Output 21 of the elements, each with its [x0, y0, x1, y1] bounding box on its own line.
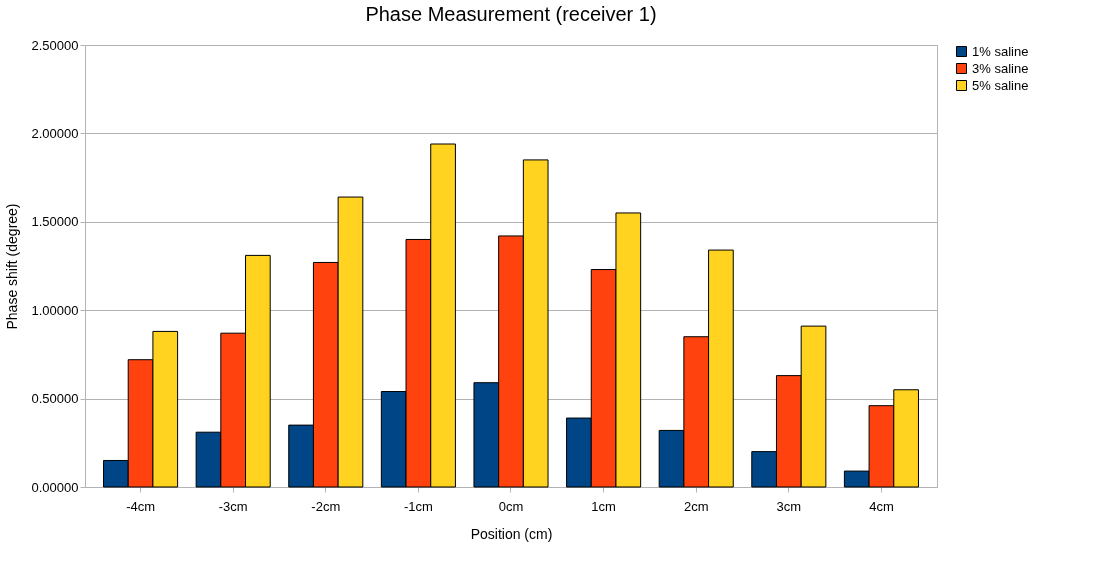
x-tick-label: -3cm — [218, 498, 248, 514]
y-tick-label: 1.00000 — [31, 302, 79, 318]
y-tick-label: 2.00000 — [31, 125, 79, 141]
x-tick-label: 2cm — [683, 498, 709, 514]
x-tick-label: -1cm — [403, 498, 433, 514]
y-tick-label: 2.50000 — [31, 37, 79, 53]
y-tick-label: 0.00000 — [31, 479, 79, 495]
y-axis-title: Phase shift (degree) — [3, 203, 20, 330]
legend-label: 5% saline — [972, 77, 1029, 93]
x-tick-label: -2cm — [311, 498, 341, 514]
x-axis-title: Position (cm) — [470, 525, 553, 542]
x-tick-label: -4cm — [126, 498, 156, 514]
x-tick-label: 1cm — [591, 498, 616, 514]
x-tick-label: 0cm — [498, 498, 524, 514]
legend-label: 1% saline — [972, 43, 1029, 59]
y-tick-label: 1.50000 — [31, 214, 79, 230]
x-tick-label: 4cm — [869, 498, 894, 514]
chart-title: Phase Measurement (receiver 1) — [365, 3, 657, 25]
x-tick-label: 3cm — [776, 498, 802, 514]
legend-label: 3% saline — [972, 60, 1029, 76]
y-tick-label: 0.50000 — [31, 391, 79, 407]
